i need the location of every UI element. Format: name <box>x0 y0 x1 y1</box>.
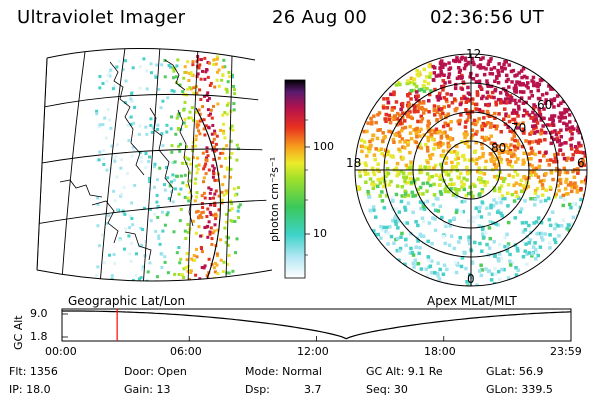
colorbar-unit-label: photon cm⁻²s⁻¹ <box>268 156 281 242</box>
instrument-title: Ultraviolet Imager <box>17 7 186 28</box>
status-door: Door: Open <box>124 365 187 378</box>
observation-time: 02:36:56 UT <box>430 7 545 28</box>
mlt-label-18: 18 <box>346 156 362 170</box>
status-dsp-value: 3.7 <box>304 383 322 396</box>
altitude-xtick-0000: 00:00 <box>45 345 77 358</box>
status-ip: IP: 18.0 <box>9 383 51 396</box>
mlt-label-0: 0 <box>467 272 475 286</box>
mlat-label-70: 70 <box>511 121 527 135</box>
colorbar-tick-100: 100 <box>313 140 334 153</box>
altitude-curve <box>62 310 572 340</box>
status-gc-altitude: GC Alt: 9.1 Re <box>366 365 443 378</box>
polar-map <box>354 53 588 287</box>
auroral-emission-geographic <box>95 55 242 281</box>
mlat-label-60: 60 <box>537 98 553 112</box>
status-flight: Flt: 1356 <box>9 365 58 378</box>
observation-date: 26 Aug 00 <box>272 7 368 28</box>
status-geo-longitude: GLon: 339.5 <box>486 383 553 396</box>
altitude-xtick-0600: 06:00 <box>170 345 202 358</box>
left-map-caption: Geographic Lat/Lon <box>68 294 186 308</box>
auroral-emission-polar <box>356 55 587 286</box>
altitude-ytick-high: 9.0 <box>30 307 48 320</box>
status-dsp-label: Dsp: <box>245 383 270 396</box>
mlt-label-6: 6 <box>577 156 585 170</box>
altitude-plot <box>61 308 572 342</box>
mlt-label-12: 12 <box>466 47 482 61</box>
status-gain: Gain: 13 <box>124 383 171 396</box>
colorbar-tick-10: 10 <box>313 227 327 240</box>
status-mode: Mode: Normal <box>245 365 322 378</box>
altitude-xtick-1800: 18:00 <box>424 345 456 358</box>
mlat-label-80: 80 <box>491 141 507 155</box>
intensity-colorbar <box>284 79 310 279</box>
geographic-map <box>36 47 273 282</box>
altitude-ytick-low: 1.8 <box>30 330 48 343</box>
status-sequence: Seq: 30 <box>366 383 408 396</box>
altitude-ylabel: GC Alt <box>12 315 25 350</box>
altitude-xtick-2359: 23:59 <box>550 345 582 358</box>
status-geo-latitude: GLat: 56.9 <box>486 365 544 378</box>
right-map-caption: Apex MLat/MLT <box>427 294 517 308</box>
altitude-xtick-1200: 12:00 <box>297 345 329 358</box>
